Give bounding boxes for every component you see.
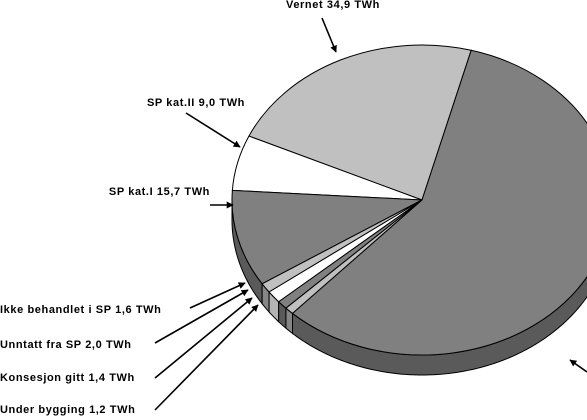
- label-arrow: [154, 304, 259, 411]
- label-arrow: [189, 282, 246, 309]
- pie-top: [231, 44, 587, 356]
- label-arrow: [154, 297, 253, 379]
- slice-label: Unntatt fra SP 2,0 TWh: [0, 339, 132, 351]
- slice-label: SP kat.I 15,7 TWh: [109, 186, 210, 198]
- slice: [231, 189, 424, 285]
- slice-label: Vernet 34,9 TWh: [286, 0, 380, 11]
- slice-label: SP kat.II 9,0 TWh: [147, 97, 245, 109]
- label-arrow: [569, 359, 587, 373]
- label-arrow: [154, 289, 249, 344]
- slice-label: Ikke behandlet i SP 1,6 TWh: [0, 304, 161, 316]
- slice: [291, 49, 587, 356]
- slice-label: Under bygging 1,2 TWh: [0, 404, 135, 416]
- label-arrow: [185, 112, 241, 148]
- slice: [248, 44, 472, 201]
- slice-label: Konsesjon gitt 1,4 TWh: [0, 372, 135, 384]
- label-arrow: [321, 17, 337, 53]
